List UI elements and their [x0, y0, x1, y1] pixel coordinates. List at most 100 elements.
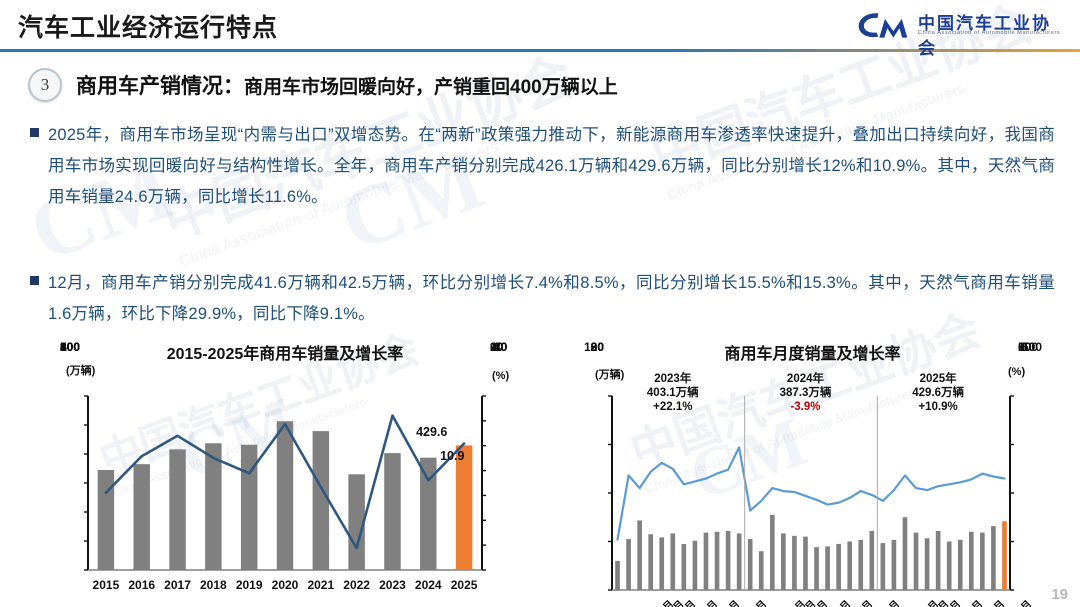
- bar: [692, 540, 698, 590]
- section-title-main: 商用车产销情况：: [76, 75, 244, 98]
- annotation-line: 2024年: [786, 373, 825, 385]
- paragraph-text: 12月，商用车产销分别完成41.6万辆和42.5万辆，环比分别增长7.4%和8.…: [48, 274, 1055, 323]
- annotation-line: 2025年: [919, 373, 957, 385]
- bar: [736, 533, 742, 590]
- y2-axis-tick-label: 20: [490, 340, 504, 354]
- annotation-line: 429.6万辆: [912, 387, 965, 399]
- chart-title: 2015-2025年商用车销量及增长率: [166, 346, 404, 363]
- y-axis-unit-label: (万辆): [595, 369, 625, 381]
- bar: [769, 514, 775, 590]
- x-axis-tick-label: 2016: [128, 578, 156, 592]
- y2-axis-unit-label: (%): [1008, 366, 1026, 378]
- bar: [836, 543, 841, 590]
- y-axis-tick-label: 600: [59, 340, 80, 354]
- bar: [814, 547, 819, 590]
- y2-axis-tick-label: -50: [1018, 340, 1036, 354]
- bar: [205, 443, 222, 570]
- bar: [420, 457, 437, 570]
- year-summary-annotation: 2024年 387.3万辆 -3.9%: [755, 372, 855, 414]
- paragraph-text: 2025年，商用车市场呈现“内需与出口”双增态势。在“两新”政策强力推动下，新能…: [48, 126, 1055, 206]
- cm-logo-icon: [858, 13, 908, 38]
- header-divider: [0, 49, 1080, 52]
- section-number-badge: 3: [28, 68, 62, 102]
- x-axis-tick-label: 2018: [200, 578, 227, 592]
- bar: [902, 517, 908, 590]
- x-axis-tick-label: 2020: [271, 578, 299, 592]
- y2-axis-tick-label: 50: [1018, 340, 1032, 354]
- y2-axis-tick-label: -30: [490, 340, 508, 354]
- paragraph-annual: 2025年，商用车市场呈现“内需与出口”双增态势。在“两新”政策强力推动下，新能…: [30, 120, 1055, 213]
- bar: [659, 537, 665, 590]
- chart-annual-sales: 2015-2025年商用车销量及增长率 (万辆) (%) 0 100 200 300 4…: [40, 340, 530, 602]
- y-axis-tick-label: 90: [590, 340, 604, 354]
- y2-axis-tick-label: 100: [1018, 340, 1039, 354]
- bar: [648, 534, 654, 590]
- bar: [97, 469, 115, 570]
- bar: [913, 532, 919, 590]
- bar: [792, 535, 797, 590]
- x-axis-tick-label: 2021: [307, 578, 335, 592]
- y-axis-tick-label: 120: [583, 340, 604, 354]
- chart-plot-area: [608, 395, 1014, 591]
- bar: [703, 532, 709, 590]
- y2-axis-tick-label: -10: [490, 340, 508, 354]
- bar: [670, 533, 676, 590]
- bar: [803, 536, 808, 590]
- annotation-line: 403.1万辆: [646, 387, 699, 399]
- bar: [891, 539, 897, 590]
- logo-english-name: China Association of Automobile Manufact…: [918, 30, 1061, 36]
- bullet-square-icon: [30, 128, 39, 137]
- y2-axis-tick-label: 10: [490, 340, 504, 354]
- bar: [725, 530, 731, 590]
- y-axis-tick-label: 60: [590, 340, 604, 354]
- bar: [880, 543, 886, 590]
- y2-axis-tick-label: -100: [1018, 340, 1043, 354]
- trend-line: [616, 446, 1006, 541]
- bullet-square-icon: [30, 276, 39, 285]
- y-axis-tick-label: 400: [59, 340, 80, 354]
- bar: [348, 474, 365, 570]
- x-axis-tick-label: 2025: [450, 578, 478, 592]
- year-summary-annotation: 2025年 429.6万辆 +10.9%: [888, 372, 988, 414]
- bar: [946, 541, 952, 590]
- bar: [980, 532, 985, 590]
- bar: [968, 531, 974, 590]
- annotation-line: 2023年: [654, 373, 692, 385]
- bar: [847, 541, 853, 590]
- bar: [276, 421, 294, 570]
- bar: [747, 539, 753, 590]
- y-axis-tick-label: 100: [59, 340, 80, 354]
- annotation-line: +22.1%: [653, 401, 693, 413]
- bar: [781, 533, 786, 590]
- x-axis-tick-label: 2017: [164, 578, 191, 592]
- bar: [869, 530, 875, 590]
- bar: [758, 551, 764, 590]
- section-heading: 3 商用车产销情况： 商用车市场回暖向好，产销重回400万辆以上: [28, 68, 618, 102]
- y-axis-tick-label: 0: [597, 340, 604, 354]
- x-axis-tick-label: 2023: [379, 578, 406, 592]
- paragraph-december: 12月，商用车产销分别完成41.6万辆和42.5万辆，环比分别增长7.4%和8.…: [30, 268, 1055, 330]
- line-value-label: 10.9: [440, 449, 465, 464]
- bar: [714, 531, 720, 590]
- bar: [1002, 521, 1007, 590]
- y2-axis-tick-label: -40: [490, 340, 508, 354]
- bar: [384, 453, 401, 570]
- bar: [825, 546, 830, 590]
- y2-axis-tick-label: 30: [490, 340, 504, 354]
- section-title-sub: 商用车市场回暖向好，产销重回400万辆以上: [244, 76, 618, 98]
- bar: [169, 449, 186, 570]
- bar: [991, 526, 996, 590]
- year-summary-annotation: 2023年 403.1万辆 +22.1%: [623, 372, 723, 414]
- y-axis-tick-label: 30: [590, 340, 604, 354]
- y-axis-unit-label: (万辆): [66, 365, 96, 377]
- bar: [240, 444, 258, 570]
- page-title: 汽车工业经济运行特点: [18, 14, 279, 42]
- bar: [133, 464, 150, 570]
- annotation-line: +10.9%: [918, 401, 958, 413]
- y2-axis-tick-label: -20: [490, 340, 508, 354]
- x-axis-tick-label: 2019: [235, 578, 263, 592]
- association-logo: 中国汽车工业协会 China Association of Automobile…: [856, 6, 1066, 58]
- bar: [957, 539, 963, 590]
- trend-line: [104, 414, 466, 550]
